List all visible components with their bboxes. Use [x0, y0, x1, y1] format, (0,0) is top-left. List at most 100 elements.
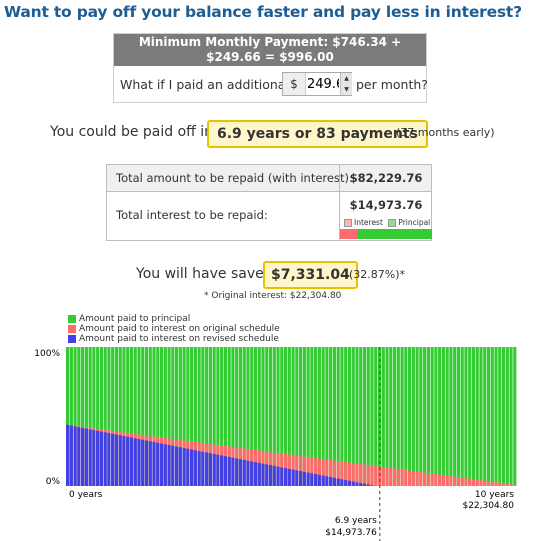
bar-principal	[498, 347, 502, 486]
bar-interest-revised	[261, 463, 265, 486]
payoff-highlight: 6.9 years or 83 payments	[207, 120, 428, 148]
bar-interest-revised	[126, 436, 130, 486]
bar-principal	[261, 347, 265, 486]
bar-interest-revised	[141, 439, 145, 486]
bar-principal	[494, 347, 498, 486]
bar-interest-original	[475, 479, 479, 486]
bar-principal	[460, 347, 464, 486]
bar-interest-original	[299, 455, 303, 486]
bar-principal	[182, 347, 186, 486]
legend-label: Amount paid to principal	[79, 314, 191, 324]
bar-principal	[475, 347, 479, 486]
bar-interest-revised	[276, 466, 280, 486]
bar-interest-original	[501, 483, 506, 486]
bar-principal	[366, 347, 370, 486]
bar-principal	[392, 347, 397, 486]
bar-principal	[137, 347, 141, 486]
bar-principal	[69, 347, 73, 486]
bar-principal	[381, 347, 385, 486]
legend-swatch	[68, 334, 76, 343]
bar-interest-revised	[351, 481, 355, 486]
bar-principal	[235, 347, 239, 486]
bar-principal	[404, 347, 408, 486]
bar-interest-revised	[212, 453, 216, 486]
bar-interest-revised	[186, 448, 190, 486]
bar-interest-revised	[235, 458, 239, 486]
bar-principal	[505, 347, 509, 486]
total-repaid-label: Total amount to be repaid (with interest…	[116, 171, 353, 185]
bar-interest-revised	[306, 472, 310, 486]
bar-interest-original	[434, 474, 438, 486]
chart-bars	[66, 347, 517, 486]
bar-interest-original	[419, 472, 423, 486]
bar-principal	[408, 347, 412, 486]
x-start-label: 0 years	[69, 490, 103, 500]
bar-principal	[212, 347, 216, 486]
principal-swatch	[388, 219, 397, 227]
bar-principal	[114, 347, 119, 486]
bar-principal	[321, 347, 325, 486]
bar-interest-revised	[193, 450, 197, 486]
bar-principal	[66, 347, 70, 486]
bar-interest-revised	[107, 433, 111, 486]
bar-interest-revised	[257, 462, 261, 486]
stepper-down-icon[interactable]: ▼	[344, 86, 349, 93]
bar-interest-revised	[133, 438, 137, 486]
bar-interest-original	[453, 476, 457, 486]
bar-principal	[118, 347, 122, 486]
bar-interest-revised	[88, 429, 92, 486]
x-end-sublabel: $22,304.80	[462, 501, 514, 511]
total-interest-value: $14,973.76	[349, 198, 423, 212]
bar-principal	[306, 347, 310, 486]
bar-interest-revised	[118, 435, 122, 486]
bar-principal	[272, 347, 276, 486]
bar-interest-revised	[163, 444, 167, 486]
bar-principal	[302, 347, 306, 486]
extra-payment-input[interactable]	[307, 75, 339, 93]
bar-interest-revised	[299, 471, 303, 486]
bar-interest-revised	[201, 451, 205, 486]
interest-swatch	[344, 219, 352, 227]
extra-payment-field[interactable]: $ ▲ ▼	[282, 72, 352, 96]
bar-principal	[355, 347, 359, 486]
bar-interest-original	[396, 469, 400, 486]
legend-label: Amount paid to interest on revised sched…	[79, 334, 279, 344]
bar-interest-revised	[317, 474, 321, 486]
bar-interest-original	[374, 466, 378, 486]
bar-principal	[325, 347, 329, 486]
bar-interest-revised	[92, 430, 96, 486]
mini-bar-principal	[357, 229, 432, 239]
bar-principal	[174, 347, 179, 486]
bar-principal	[336, 347, 340, 486]
bar-interest-revised	[370, 485, 374, 486]
bar-interest-original	[438, 474, 442, 486]
legend-item-original-interest: Amount paid to interest on original sche…	[68, 324, 280, 334]
stepper-up-icon[interactable]: ▲	[344, 75, 349, 82]
bar-interest-revised	[208, 453, 212, 486]
bar-principal	[280, 347, 284, 486]
bar-interest-revised	[280, 467, 284, 486]
bar-principal	[242, 347, 246, 486]
marker-sublabel: $14,973.76	[325, 528, 377, 538]
bar-principal	[92, 347, 96, 486]
bar-interest-revised	[246, 460, 250, 486]
bar-interest-original	[464, 478, 468, 486]
mini-legend: Interest Principal	[344, 218, 430, 227]
bar-interest-original	[460, 477, 464, 486]
bar-principal	[220, 347, 224, 486]
bar-interest-original	[377, 466, 382, 486]
bar-interest-revised	[253, 462, 258, 486]
bar-interest-revised	[321, 475, 325, 486]
bar-principal	[441, 347, 445, 486]
bar-interest-revised	[69, 425, 73, 486]
bar-principal	[471, 347, 476, 486]
bar-interest-revised	[144, 440, 149, 486]
marker-label: 6.9 years	[335, 516, 377, 526]
bar-principal	[299, 347, 303, 486]
bar-interest-revised	[238, 459, 243, 486]
bar-interest-original	[332, 460, 336, 486]
bar-principal	[295, 347, 299, 486]
bar-principal	[186, 347, 190, 486]
extra-payment-stepper[interactable]: ▲ ▼	[340, 73, 352, 95]
bar-principal	[227, 347, 231, 486]
